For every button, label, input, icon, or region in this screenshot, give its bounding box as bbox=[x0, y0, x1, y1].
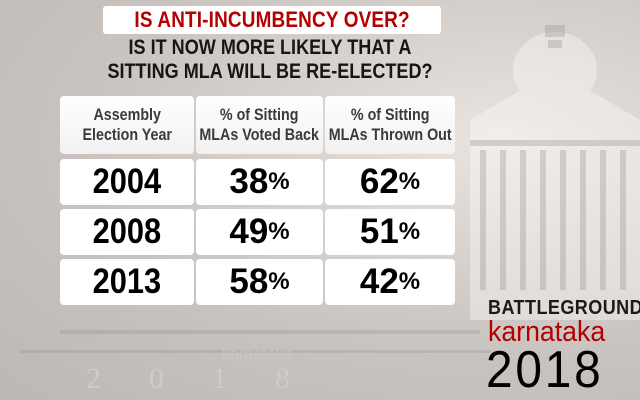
subtitle: IS IT NOW MORE LIKELY THAT A SITTING MLA… bbox=[60, 36, 480, 84]
percent-sign: % bbox=[268, 268, 290, 295]
percent-sign: % bbox=[398, 218, 421, 245]
row-2008-year: 2008 bbox=[60, 209, 194, 255]
watermark-year-text: 2018 bbox=[86, 362, 338, 395]
brand-karnataka: karnataka bbox=[488, 316, 606, 348]
percent-sign: % bbox=[398, 268, 421, 295]
thrown-out-value: 62 bbox=[359, 162, 399, 201]
title-banner: IS ANTI-INCUMBENCY OVER? bbox=[103, 6, 441, 34]
brand-year: 2018 bbox=[486, 341, 604, 399]
year-value: 2013 bbox=[92, 262, 162, 301]
row-2004-year: 2004 bbox=[60, 159, 194, 205]
row-2013-year: 2013 bbox=[60, 259, 194, 305]
header-thrown-out: % of Sitting MLAs Thrown Out bbox=[325, 96, 455, 154]
subtitle-line-1: IS IT NOW MORE LIKELY THAT A bbox=[128, 36, 412, 59]
brand-battleground: BATTLEGROUND bbox=[488, 297, 640, 319]
header-election-year-line-1: Assembly bbox=[93, 105, 161, 124]
header-election-year-line-2: Election Year bbox=[82, 125, 172, 144]
row-2008-voted-back: 49% bbox=[196, 209, 323, 255]
year-value: 2004 bbox=[92, 162, 162, 201]
subtitle-line-2: SITTING MLA WILL BE RE-ELECTED? bbox=[107, 60, 433, 83]
voted-back-value: 49 bbox=[229, 212, 269, 251]
row-2004-voted-back: 38% bbox=[196, 159, 323, 205]
watermark-battle-text: BATTLE bbox=[214, 335, 279, 347]
header-voted-back-line-1: % of Sitting bbox=[220, 105, 299, 124]
header-voted-back-line-2: MLAs Voted Back bbox=[199, 125, 320, 144]
thrown-out-value: 51 bbox=[359, 212, 399, 251]
row-2013-thrown-out: 42% bbox=[325, 259, 455, 305]
page-title: IS ANTI-INCUMBENCY OVER? bbox=[134, 7, 410, 32]
header-voted-back: % of Sitting MLAs Voted Back bbox=[196, 96, 323, 154]
row-2004-thrown-out: 62% bbox=[325, 159, 455, 205]
voted-back-value: 38 bbox=[229, 162, 269, 201]
header-thrown-out-line-2: MLAs Thrown Out bbox=[328, 125, 452, 144]
percent-sign: % bbox=[268, 218, 290, 245]
row-2008-thrown-out: 51% bbox=[325, 209, 455, 255]
header-thrown-out-line-1: % of Sitting bbox=[350, 105, 430, 124]
percent-sign: % bbox=[398, 168, 421, 195]
year-value: 2008 bbox=[92, 212, 162, 251]
row-2013-voted-back: 58% bbox=[196, 259, 323, 305]
percent-sign: % bbox=[268, 168, 290, 195]
voted-back-value: 58 bbox=[229, 262, 269, 301]
thrown-out-value: 42 bbox=[359, 262, 399, 301]
header-election-year: Assembly Election Year bbox=[60, 96, 194, 154]
watermark-karnataka-text: karnataka bbox=[222, 346, 293, 363]
